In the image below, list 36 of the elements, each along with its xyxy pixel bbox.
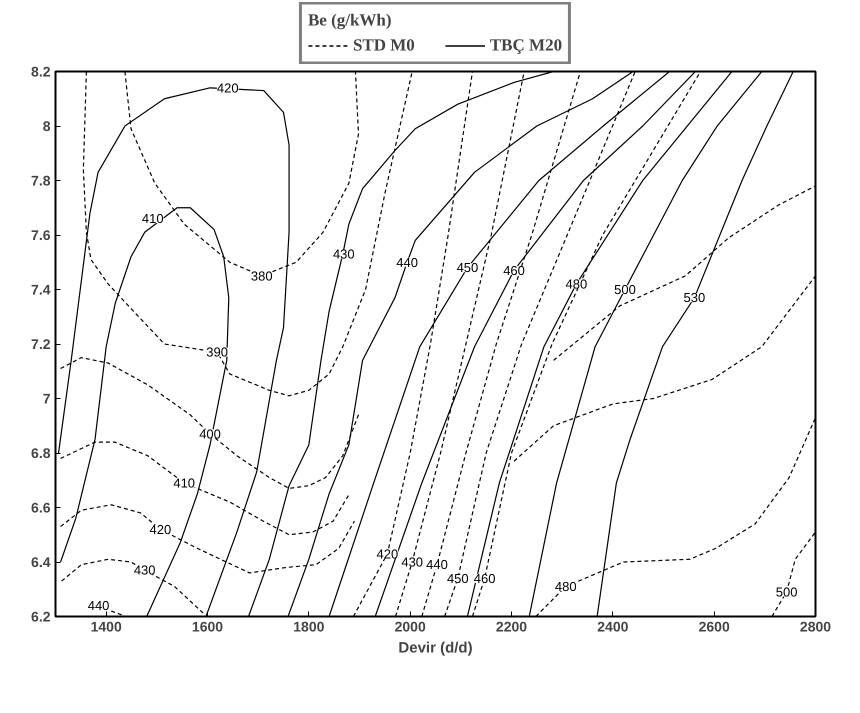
x-tick-label: 2200: [496, 618, 528, 634]
x-tick-label: 2800: [800, 618, 832, 634]
y-tick-label: 7.4: [31, 282, 51, 298]
y-tick-label: 6.8: [31, 445, 51, 461]
legend-label: TBÇ M20: [490, 36, 562, 56]
y-tick-label: 6.6: [31, 500, 51, 516]
annotation: 530: [684, 290, 706, 306]
legend-label: STD M0: [352, 36, 415, 56]
annotation: 500: [614, 282, 636, 297]
x-tick-label: 2600: [698, 618, 730, 634]
y-tick-label: 8: [42, 118, 51, 134]
annotation: 430: [332, 246, 355, 262]
annotation: 480: [554, 579, 577, 594]
x-tick-label: 1600: [192, 618, 224, 634]
annotation: 440: [88, 598, 110, 614]
y-tick-label: 7.8: [31, 172, 51, 188]
y-tick-label: 6.4: [31, 554, 51, 570]
annotation: 420: [216, 80, 239, 96]
x-tick-label: 1400: [90, 618, 122, 634]
annotation: 430: [134, 562, 156, 578]
y-tick-label: 7.2: [31, 336, 51, 352]
annotation: 450: [446, 570, 469, 586]
y-tick-label: 7: [42, 390, 51, 406]
annotation: 410: [142, 211, 164, 226]
y-tick-label: 7.6: [31, 227, 51, 243]
x-tick-label: 2400: [597, 618, 629, 634]
annotation: 440: [426, 557, 448, 572]
y-tick-label: 8.2: [31, 64, 51, 80]
annotation: 500: [776, 584, 798, 600]
annotation: 440: [396, 254, 418, 270]
x-axis-title: Devir (d/d): [398, 640, 473, 656]
x-tick-label: 2000: [394, 618, 426, 634]
legend-title: Be (g/kWh): [308, 10, 393, 30]
annotation: 430: [401, 554, 424, 570]
y-tick-label: 6.2: [31, 608, 51, 624]
x-tick-label: 1800: [293, 618, 325, 634]
